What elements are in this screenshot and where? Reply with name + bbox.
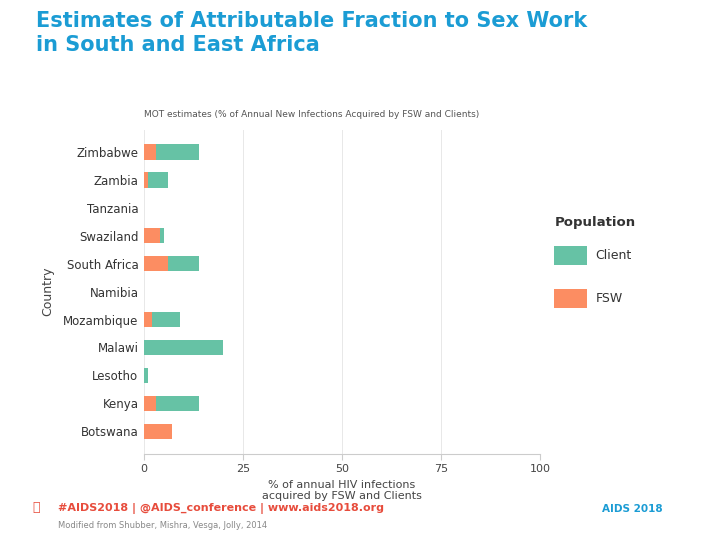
- Text: #AIDS2018 | @AIDS_conference | www.aids2018.org: #AIDS2018 | @AIDS_conference | www.aids2…: [58, 503, 384, 514]
- Bar: [144, 368, 148, 383]
- Bar: [144, 396, 199, 411]
- Text: Population: Population: [554, 216, 636, 229]
- Bar: [144, 256, 168, 272]
- Bar: [144, 144, 199, 160]
- Bar: [144, 228, 164, 244]
- Bar: [144, 423, 172, 439]
- Text: Client: Client: [595, 248, 631, 262]
- Bar: [144, 172, 148, 187]
- Bar: [144, 172, 168, 187]
- X-axis label: % of annual HIV infections
acquired by FSW and Clients: % of annual HIV infections acquired by F…: [262, 480, 422, 501]
- Bar: [144, 144, 156, 160]
- Bar: [144, 312, 180, 327]
- Text: 🐦: 🐦: [32, 501, 40, 514]
- Y-axis label: Country: Country: [42, 267, 55, 316]
- Text: FSW: FSW: [595, 292, 623, 305]
- Bar: [144, 256, 199, 272]
- Bar: [144, 396, 156, 411]
- Text: Modified from Shubber, Mishra, Vesga, Jolly, 2014: Modified from Shubber, Mishra, Vesga, Jo…: [58, 521, 266, 530]
- Bar: [144, 340, 223, 355]
- Text: MOT estimates (% of Annual New Infections Acquired by FSW and Clients): MOT estimates (% of Annual New Infection…: [144, 110, 480, 119]
- Bar: [144, 228, 160, 244]
- Text: Estimates of Attributable Fraction to Sex Work
in South and East Africa: Estimates of Attributable Fraction to Se…: [36, 11, 588, 55]
- Text: AIDS 2018: AIDS 2018: [602, 504, 662, 514]
- Bar: [144, 312, 152, 327]
